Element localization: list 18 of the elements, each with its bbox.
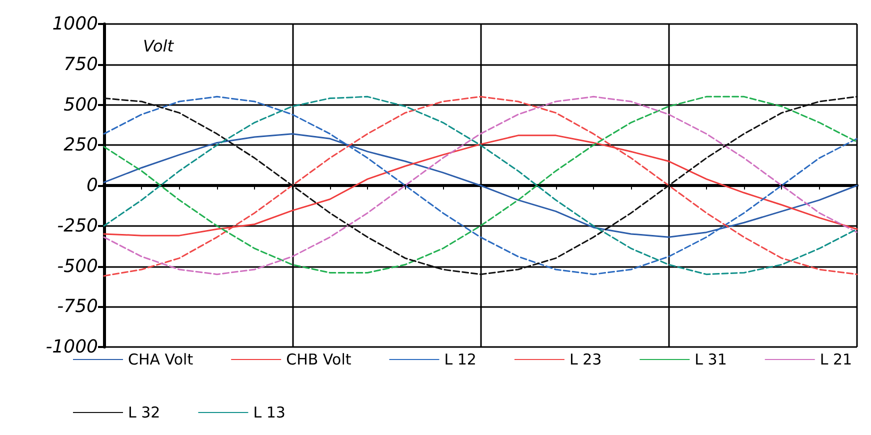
y-tick-label: -1000 xyxy=(46,336,98,358)
y-tick-label: 0 xyxy=(86,175,98,196)
y-tick-label: 750 xyxy=(64,54,98,75)
y-tick-label: -750 xyxy=(57,296,98,318)
legend-label: L 32 xyxy=(128,404,160,422)
legend-label: L 31 xyxy=(694,350,727,368)
y-tick-label: 500 xyxy=(64,94,98,116)
legend-label: L 13 xyxy=(253,404,286,422)
legend-label: L 21 xyxy=(820,350,852,368)
y-axis-title: Volt xyxy=(143,36,174,56)
legend-label: CHB Volt xyxy=(286,350,352,368)
y-tick-label: -500 xyxy=(57,256,98,277)
y-tick-label: 250 xyxy=(64,134,98,156)
legend-label: CHA Volt xyxy=(128,350,194,368)
y-tick-label: -250 xyxy=(57,215,98,236)
legend-label: L 23 xyxy=(569,350,602,368)
y-tick-label: 1000 xyxy=(52,14,98,34)
legend-label: L 12 xyxy=(444,350,476,368)
